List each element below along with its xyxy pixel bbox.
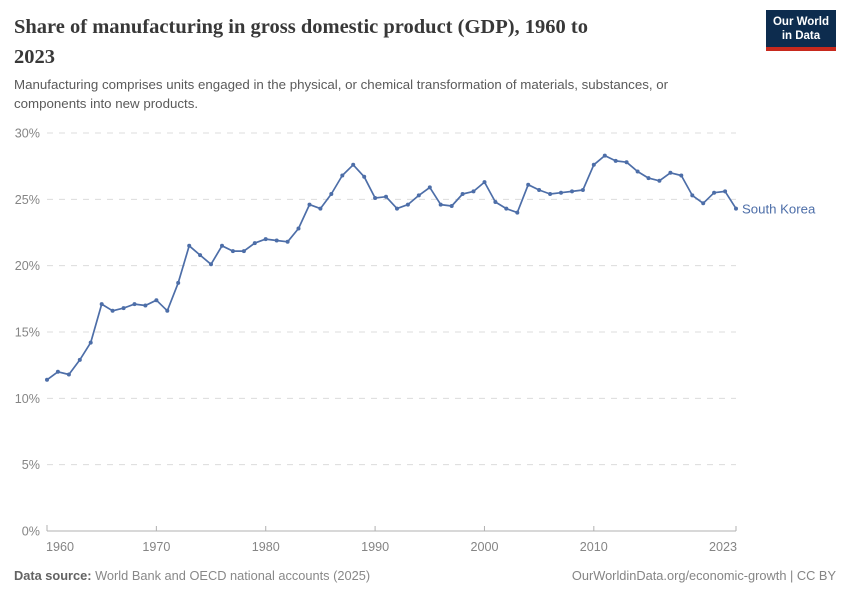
page-title-line1: Share of manufacturing in gross domestic… <box>14 16 588 38</box>
x-axis-label: 1980 <box>252 540 280 554</box>
data-point <box>515 210 520 215</box>
data-point <box>591 162 596 167</box>
page-title: Share of manufacturing in gross domestic… <box>14 12 734 72</box>
data-point <box>438 202 443 207</box>
y-axis-label: 0% <box>22 525 40 539</box>
data-point <box>723 189 728 194</box>
data-point <box>340 173 345 178</box>
data-point <box>252 241 257 246</box>
y-axis-label: 30% <box>15 127 40 141</box>
data-point <box>88 340 93 345</box>
data-point <box>668 170 673 175</box>
data-point <box>427 185 432 190</box>
data-source-label: Data source: <box>14 568 92 583</box>
data-point <box>362 174 367 179</box>
data-point <box>307 202 312 207</box>
data-source-text: World Bank and OECD national accounts (2… <box>91 568 371 583</box>
data-point <box>602 153 607 158</box>
chart-subtitle: Manufacturing comprises units engaged in… <box>14 75 774 113</box>
data-point <box>296 226 301 231</box>
owid-logo-line2: in Data <box>781 30 821 42</box>
data-point <box>395 206 399 211</box>
data-point <box>66 372 71 377</box>
data-point <box>548 192 553 196</box>
data-point <box>241 249 246 254</box>
data-point <box>176 280 181 285</box>
chart-subtitle-line1: Manufacturing comprises units engaged in… <box>14 77 669 92</box>
data-point <box>318 206 323 211</box>
data-point <box>99 302 104 307</box>
owid-logo[interactable]: Our World in Data <box>765 10 836 51</box>
data-point <box>274 238 279 243</box>
data-point <box>220 243 224 248</box>
data-point <box>405 202 410 207</box>
data-point <box>635 169 640 174</box>
data-point <box>77 357 82 362</box>
y-axis-label: 10% <box>15 392 40 406</box>
y-axis-label: 5% <box>22 458 40 472</box>
data-point <box>646 176 651 181</box>
data-point <box>45 377 49 382</box>
series-label: South Korea <box>742 202 816 217</box>
data-point <box>110 308 115 313</box>
y-axis-label: 15% <box>15 326 40 340</box>
data-point <box>263 237 268 242</box>
chart-subtitle-line2: components into new products. <box>14 96 199 111</box>
page-title-line2: 2023 <box>14 46 55 68</box>
data-point <box>165 308 170 313</box>
data-point <box>351 162 356 167</box>
data-point <box>285 239 290 244</box>
data-point <box>504 206 509 211</box>
data-point <box>198 253 203 258</box>
data-point <box>690 193 695 198</box>
data-point <box>580 188 585 192</box>
data-point <box>624 160 629 165</box>
data-point <box>679 173 684 178</box>
y-axis-label: 25% <box>15 193 40 207</box>
data-point <box>416 193 421 198</box>
x-axis-label: 1970 <box>142 540 170 554</box>
data-point <box>143 303 148 308</box>
x-axis-label: 1990 <box>361 540 389 554</box>
data-source-note: Data source: World Bank and OECD nationa… <box>14 567 370 584</box>
data-point <box>373 196 378 200</box>
data-point <box>570 189 574 194</box>
data-line-south-korea <box>46 154 737 381</box>
x-axis-label: 2010 <box>580 540 608 554</box>
data-point <box>537 188 542 192</box>
y-axis-label: 20% <box>15 259 40 273</box>
data-point <box>712 190 717 195</box>
data-point <box>121 306 126 311</box>
data-point <box>132 302 137 307</box>
data-point <box>209 262 213 267</box>
data-point <box>460 192 465 196</box>
data-point <box>657 178 662 183</box>
data-point <box>482 180 487 185</box>
data-point <box>55 369 60 374</box>
data-point <box>559 190 563 195</box>
data-point <box>329 192 334 196</box>
x-axis-label: 2023 <box>709 540 737 554</box>
data-point <box>526 182 531 187</box>
owid-logo-line1: Our World <box>772 16 829 28</box>
data-point <box>230 249 235 254</box>
data-point <box>613 158 618 163</box>
data-point <box>154 298 159 303</box>
data-point <box>384 194 388 199</box>
data-point <box>187 243 192 248</box>
data-point <box>493 200 498 204</box>
x-axis-label: 2000 <box>470 540 498 554</box>
data-point <box>471 189 476 194</box>
data-point <box>734 206 738 211</box>
x-axis-label: 1960 <box>46 540 74 554</box>
attribution-link[interactable]: OurWorldinData.org/economic-growth | CC … <box>571 568 836 583</box>
data-point <box>701 201 706 206</box>
data-point <box>449 204 454 208</box>
chart-footer: Data source: World Bank and OECD nationa… <box>14 567 836 584</box>
